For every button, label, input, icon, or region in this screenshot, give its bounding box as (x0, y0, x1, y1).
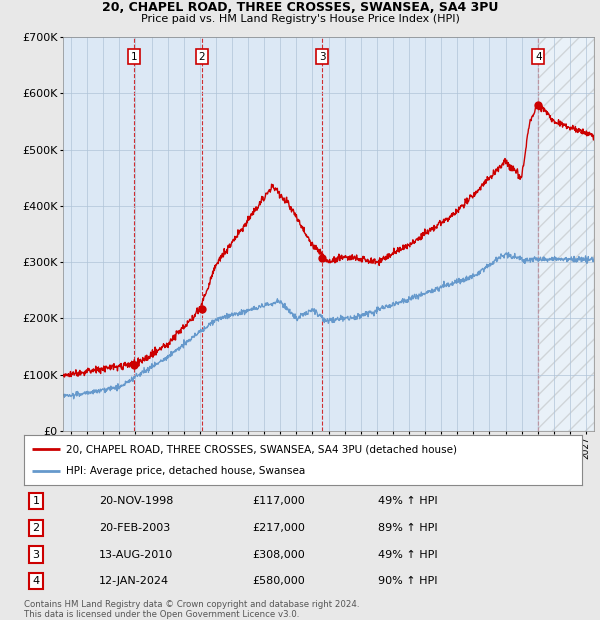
Text: Price paid vs. HM Land Registry's House Price Index (HPI): Price paid vs. HM Land Registry's House … (140, 14, 460, 24)
Text: 12-JAN-2024: 12-JAN-2024 (99, 576, 169, 587)
Text: 89% ↑ HPI: 89% ↑ HPI (378, 523, 437, 533)
Text: Contains HM Land Registry data © Crown copyright and database right 2024.
This d: Contains HM Land Registry data © Crown c… (24, 600, 359, 619)
Text: 1: 1 (32, 496, 40, 507)
Text: 3: 3 (32, 549, 40, 560)
Bar (538, 37, 594, 431)
Text: 3: 3 (319, 52, 326, 62)
Text: 90% ↑ HPI: 90% ↑ HPI (378, 576, 437, 587)
Text: 2: 2 (199, 52, 205, 62)
Text: 49% ↑ HPI: 49% ↑ HPI (378, 496, 437, 507)
Text: 13-AUG-2010: 13-AUG-2010 (99, 549, 173, 560)
Text: £580,000: £580,000 (252, 576, 305, 587)
Text: 2: 2 (32, 523, 40, 533)
Text: 20-FEB-2003: 20-FEB-2003 (99, 523, 170, 533)
Text: £308,000: £308,000 (252, 549, 305, 560)
Text: 20, CHAPEL ROAD, THREE CROSSES, SWANSEA, SA4 3PU: 20, CHAPEL ROAD, THREE CROSSES, SWANSEA,… (102, 1, 498, 14)
Text: 4: 4 (32, 576, 40, 587)
Text: 20-NOV-1998: 20-NOV-1998 (99, 496, 173, 507)
Text: 1: 1 (130, 52, 137, 62)
Text: 4: 4 (535, 52, 542, 62)
Text: 20, CHAPEL ROAD, THREE CROSSES, SWANSEA, SA4 3PU (detached house): 20, CHAPEL ROAD, THREE CROSSES, SWANSEA,… (66, 444, 457, 454)
Text: 49% ↑ HPI: 49% ↑ HPI (378, 549, 437, 560)
Text: HPI: Average price, detached house, Swansea: HPI: Average price, detached house, Swan… (66, 466, 305, 476)
Text: £217,000: £217,000 (252, 523, 305, 533)
Text: £117,000: £117,000 (252, 496, 305, 507)
